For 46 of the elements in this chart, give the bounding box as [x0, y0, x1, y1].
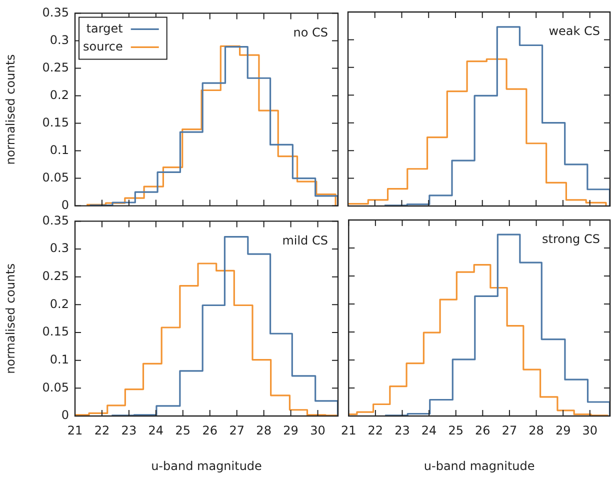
x-axis-title: u-band magnitude: [424, 458, 535, 473]
y-axis-title: normalised counts: [3, 54, 18, 165]
x-tick-label: 24: [421, 423, 437, 438]
y-tick-label: 0.15: [42, 324, 69, 339]
x-tick-label: 25: [175, 423, 191, 438]
x-tick-label: 25: [448, 423, 464, 438]
x-tick-label: 27: [502, 423, 518, 438]
x-tick-label: 30: [582, 423, 598, 438]
x-tick-label: 28: [528, 423, 544, 438]
text: mild CS: [282, 233, 328, 248]
x-tick-label: 29: [555, 423, 571, 438]
x-tick-label: 21: [340, 423, 356, 438]
y-tick-label: 0.3: [50, 241, 69, 256]
text: strong CS: [542, 232, 600, 246]
x-tick-label: 22: [94, 423, 110, 438]
y-tick-label: 0.25: [42, 268, 69, 283]
x-tick-label: 29: [283, 423, 298, 438]
x-tick-label: 24: [148, 423, 164, 438]
x-tick-label: 23: [121, 423, 137, 438]
y-tick-label: 0.15: [42, 115, 69, 130]
x-tick-label: 28: [256, 423, 272, 438]
x-tick-label: 21: [67, 423, 83, 438]
x-axis-title: u-band magnitude: [151, 458, 262, 473]
y-tick-label: 0.2: [50, 88, 69, 102]
y-axis-title: normalised counts: [3, 263, 18, 374]
text: no CS: [293, 25, 328, 40]
x-tick-label: 30: [310, 423, 326, 438]
y-tick-label: 0: [61, 408, 69, 422]
y-tick-label: 0.05: [42, 170, 69, 184]
y-tick-label: 0.05: [42, 380, 69, 394]
x-tick-label: 22: [368, 423, 384, 438]
x-tick-label: 23: [394, 423, 410, 438]
x-tick-label: 27: [229, 423, 244, 438]
legend-label: target: [86, 21, 124, 36]
y-tick-label: 0.35: [42, 5, 69, 20]
x-tick-label: 26: [202, 423, 218, 438]
y-tick-label: 0: [61, 198, 69, 212]
y-tick-label: 0.1: [50, 142, 69, 157]
y-tick-label: 0.35: [42, 213, 69, 228]
x-tick-label: 26: [475, 423, 490, 438]
y-tick-label: 0.1: [50, 352, 69, 366]
legend-label: source: [82, 39, 123, 54]
text: weak CS: [548, 24, 600, 38]
y-tick-label: 0.25: [42, 60, 69, 74]
y-tick-label: 0.2: [50, 296, 69, 311]
y-tick-label: 0.3: [50, 32, 69, 47]
